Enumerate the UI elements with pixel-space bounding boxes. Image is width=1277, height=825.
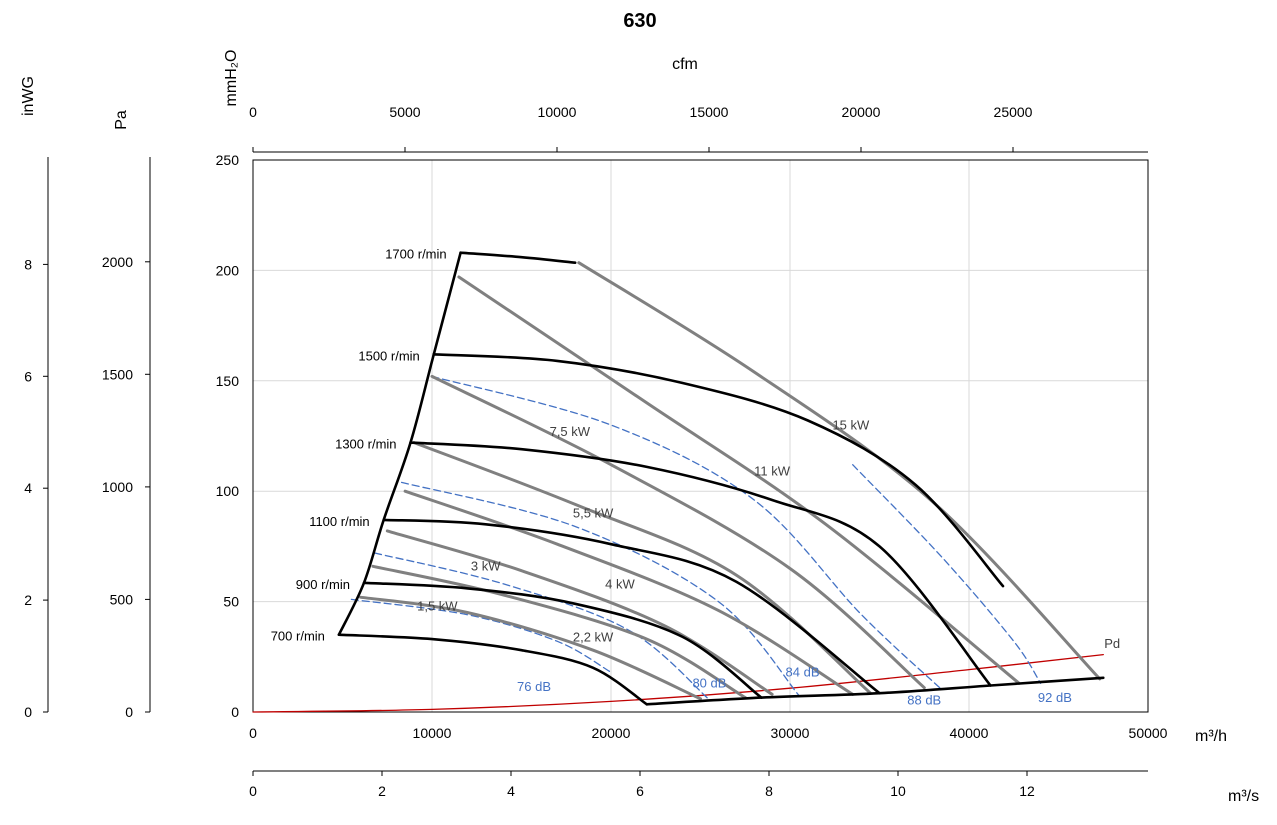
y-tick-label: 100 [216, 483, 240, 499]
power-label-1-5-kw: 1,5 kW [417, 598, 458, 613]
x-tick-label: 40000 [950, 725, 989, 741]
power-curve-4-kw [403, 489, 855, 696]
chart-title: 630 [623, 10, 656, 32]
inwg-tick-label: 6 [24, 368, 32, 384]
speed-label-1700-r-min: 1700 r/min [385, 247, 446, 262]
x-axis-cfm: 0 5000 10000 15000 20000 25000 cfm [249, 56, 1148, 153]
pa-tick-label: 1000 [102, 479, 133, 495]
pa-tick-label: 0 [125, 704, 133, 720]
power-label-3-kw: 3 kW [471, 559, 501, 574]
noise-label-76-db: 76 dB [517, 679, 551, 694]
x-axis-m3h: 0 10000 20000 30000 40000 50000 m³/h [249, 725, 1227, 745]
power-label-5-5-kw: 5,5 kW [573, 506, 614, 521]
m3s-tick-label: 0 [249, 783, 257, 799]
y-tick-label: 150 [216, 373, 240, 389]
power-label-4-kw: 4 kW [605, 576, 635, 591]
y-tick-label: 200 [216, 262, 240, 278]
cfm-tick-label: 15000 [690, 104, 729, 120]
y-axis-inwg: 0 2 4 6 8 inWG [20, 76, 49, 720]
x-tick-label: 30000 [771, 725, 810, 741]
cfm-tick-label: 0 [249, 104, 257, 120]
power-curve-7-5-kw [430, 374, 926, 690]
m3s-tick-label: 8 [765, 783, 773, 799]
power-label-11-kw: 11 kW [754, 464, 791, 479]
x-tick-label: 20000 [592, 725, 631, 741]
system-curve-label: Pd [1104, 636, 1120, 651]
m3s-tick-label: 12 [1019, 783, 1035, 799]
y-axis-unit-pa: Pa [113, 110, 130, 130]
boundary-left [337, 251, 462, 636]
speed-label-900-r-min: 900 r/min [296, 577, 350, 592]
speed-curve-1100-r-min [382, 518, 881, 695]
power-curve-1-5-kw [358, 595, 702, 701]
speed-curve-700-r-min [337, 633, 649, 706]
speed-label-1100-r-min: 1100 r/min [309, 514, 369, 529]
m3s-tick-label: 6 [636, 783, 644, 799]
speed-label-1500-r-min: 1500 r/min [358, 348, 419, 363]
speed-curve-1500-r-min [432, 353, 1005, 588]
inwg-tick-label: 8 [24, 256, 32, 272]
curve-labels: 700 r/min 900 r/min 1100 r/min 1300 r/min 15… [271, 247, 1120, 708]
noise-curve-76-db [350, 598, 612, 673]
power-curve-3-kw [385, 529, 774, 696]
speed-label-700-r-min: 700 r/min [271, 629, 325, 644]
x-tick-label: 0 [249, 725, 257, 741]
noise-curve-88-db [431, 375, 943, 691]
speed-curve-1300-r-min [409, 441, 992, 687]
speed-label-1300-r-min: 1300 r/min [335, 437, 396, 452]
inwg-tick-label: 2 [24, 592, 32, 608]
power-label-15-kw: 15 kW [832, 417, 870, 432]
m3s-tick-label: 10 [890, 783, 906, 799]
y-axis-pa: 0 500 1000 1500 2000 Pa [102, 110, 151, 720]
noise-curve-80-db [374, 552, 711, 701]
m3s-tick-label: 4 [507, 783, 515, 799]
noise-label-80-db: 80 dB [692, 676, 726, 691]
x-axis-unit-m3s: m³/s [1228, 788, 1259, 805]
pa-tick-label: 2000 [102, 254, 133, 270]
noise-label-84-db: 84 dB [786, 665, 820, 680]
inwg-tick-label: 0 [24, 704, 32, 720]
inwg-tick-label: 4 [24, 480, 32, 496]
y-axis-mmh2o: 0 50 100 150 200 250 mmH₂O [216, 50, 240, 720]
y-tick-label: 250 [216, 152, 240, 168]
power-label-2-2-kw: 2,2 kW [573, 629, 614, 644]
power-label-7-5-kw: 7,5 kW [550, 424, 591, 439]
power-curve-2-2-kw [371, 564, 747, 700]
x-axis-unit-cfm: cfm [672, 56, 698, 73]
x-axis-m3s: 0 2 4 6 8 10 12 m³/s [249, 770, 1259, 805]
speed-curve-1700-r-min [459, 251, 577, 264]
x-tick-label: 50000 [1129, 725, 1168, 741]
speed-curve-900-r-min [362, 581, 763, 699]
cfm-tick-label: 20000 [842, 104, 881, 120]
pa-tick-label: 1500 [102, 366, 133, 382]
cfm-tick-label: 10000 [538, 104, 577, 120]
noise-label-88-db: 88 dB [907, 692, 941, 707]
noise-label-92-db: 92 dB [1038, 690, 1072, 705]
boundary-bottom [645, 676, 1105, 706]
x-tick-label: 10000 [413, 725, 452, 741]
y-axis-unit-mmh2o: mmH₂O [223, 50, 240, 107]
y-tick-label: 50 [223, 594, 239, 610]
pa-tick-label: 500 [110, 591, 134, 607]
x-axis-unit-m3h: m³/h [1195, 728, 1227, 745]
y-tick-label: 0 [231, 704, 239, 720]
y-axis-unit-inwg: inWG [20, 76, 37, 116]
series-layer [252, 251, 1105, 713]
plot-area [252, 159, 1149, 713]
cfm-tick-label: 5000 [389, 104, 420, 120]
cfm-tick-label: 25000 [994, 104, 1033, 120]
power-curve-15-kw [577, 261, 1102, 681]
noise-curve-84-db [400, 481, 800, 697]
m3s-tick-label: 2 [378, 783, 386, 799]
noise-curve-92-db [852, 464, 1042, 684]
system-curve-pd [252, 653, 1104, 713]
